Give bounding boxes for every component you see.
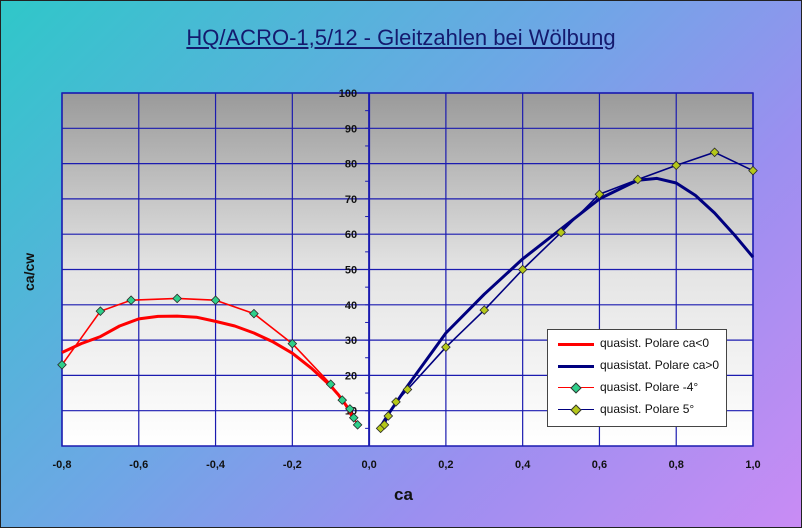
data-point-marker — [345, 404, 355, 414]
y-tick-label: 30 — [345, 335, 357, 347]
legend-item-red-line: quasist. Polare ca<0 — [554, 334, 724, 354]
data-point-marker — [594, 189, 605, 200]
diamond-marker-icon — [570, 404, 582, 416]
data-point-marker — [633, 174, 643, 185]
data-point-marker — [126, 295, 136, 306]
y-tick-label: 100 — [339, 88, 357, 100]
data-point-marker — [95, 306, 106, 316]
data-point-marker — [337, 395, 348, 405]
data-point-marker — [402, 384, 413, 395]
y-tick-label: 50 — [345, 265, 357, 277]
legend-swatch — [558, 343, 594, 346]
x-tick-label: 0,8 — [669, 459, 684, 471]
y-tick-label: 40 — [345, 300, 357, 312]
axes — [365, 92, 371, 447]
x-axis-label: ca — [394, 485, 413, 504]
legend: quasist. Polare ca<0 quasistat. Polare c… — [547, 329, 727, 427]
data-point-marker — [556, 227, 566, 238]
x-tick-label: 0,6 — [592, 459, 607, 471]
y-tick-label: 80 — [345, 159, 357, 171]
y-tick-label: 90 — [345, 123, 357, 135]
data-point-marker — [671, 160, 682, 171]
legend-item-blue-markers: quasist. Polare 5° — [554, 400, 724, 420]
legend-swatch — [558, 365, 594, 368]
diamond-marker-icon — [570, 382, 582, 394]
x-tick-label: 0,2 — [438, 459, 453, 471]
data-point-marker — [249, 308, 259, 319]
x-tick-label: -0,8 — [53, 459, 72, 471]
legend-item-red-markers: quasist. Polare -4° — [554, 378, 724, 398]
data-point-marker — [325, 379, 336, 390]
data-point-marker — [748, 165, 758, 176]
data-point-marker — [172, 293, 182, 304]
legend-item-blue-line: quasistat. Polare ca>0 — [554, 356, 724, 376]
data-point-marker — [709, 147, 720, 158]
data-point-marker — [57, 360, 67, 370]
data-point-marker — [379, 420, 390, 430]
legend-label: quasistat. Polare ca>0 — [600, 358, 720, 372]
data-point-marker — [517, 264, 528, 275]
x-tick-label: -0,6 — [129, 459, 148, 471]
data-point-marker — [383, 411, 394, 421]
legend-label: quasist. Polare -4° — [600, 380, 699, 394]
chart-title: HQ/ACRO-1,5/12 - Gleitzahlen bei Wölbung — [186, 25, 616, 50]
x-tick-label: 1,0 — [745, 459, 760, 471]
data-point-marker — [352, 420, 363, 430]
x-tick-label: 0,0 — [361, 459, 376, 471]
series-group — [57, 147, 758, 434]
data-point-marker — [210, 295, 221, 306]
data-point-marker — [391, 397, 401, 407]
y-tick-label: 20 — [345, 370, 357, 382]
legend-label: quasist. Polare ca<0 — [600, 336, 710, 350]
y-tick-label: 60 — [345, 229, 357, 241]
data-point-marker — [348, 412, 359, 423]
y-tick-label: 70 — [345, 194, 357, 206]
legend-label: quasist. Polare 5° — [600, 402, 695, 416]
data-point-marker — [479, 305, 490, 315]
x-tick-label: -0,4 — [206, 459, 226, 471]
data-point-marker — [287, 338, 298, 349]
data-point-marker — [441, 342, 451, 352]
x-tick-label: -0,2 — [283, 459, 302, 471]
x-tick-label: 0,4 — [515, 459, 531, 471]
